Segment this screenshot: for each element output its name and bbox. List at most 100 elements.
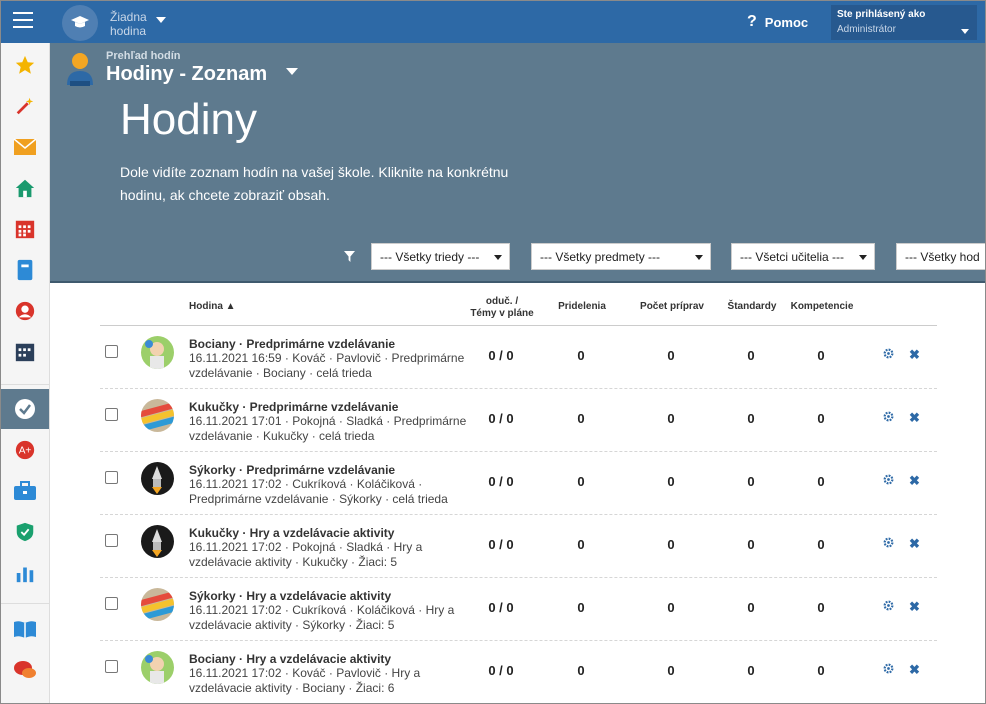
table-row[interactable]: Sýkorky · Predprimárne vzdelávanie 16.11.… [100,452,937,515]
cell-oduc: 0 / 0 [488,474,514,489]
user-menu[interactable]: Ste prihlásený ako Administrátor [831,5,977,40]
cell-kompetencie: 0 [817,600,825,615]
column-header-standardy: Štandardy [727,301,777,312]
open-book-icon [14,621,36,638]
class-avatar [141,588,174,621]
cell-pocet: 0 [667,411,675,426]
menu-icon[interactable] [13,12,33,28]
sidebar-item-favorites[interactable] [1,45,49,85]
cell-pridelenia: 0 [577,411,585,426]
bar-chart-icon [16,567,34,583]
gear-icon[interactable] [883,600,894,611]
sidebar-item-briefcase[interactable] [1,471,49,511]
class-avatar [141,336,174,369]
page-description: Dole vidíte zoznam hodín na vašej škole.… [120,164,509,203]
sidebar-item-messages[interactable] [1,127,49,167]
lesson-title[interactable]: Sýkorky · Hry a vzdelávacie aktivity [189,589,392,603]
sidebar-item-security[interactable] [1,512,49,552]
page-subtitle[interactable]: Hodiny - Zoznam [106,63,268,85]
header-divider [50,281,985,283]
cell-oduc: 0 / 0 [488,663,514,678]
class-filter-select[interactable]: --- Všetky triedy --- [371,243,510,270]
chevron-down-icon[interactable] [286,68,298,75]
column-header-pocet: Počet príprav [640,301,704,312]
sidebar-item-chat[interactable] [1,650,49,690]
envelope-icon [13,138,37,155]
column-header-kompetencie: Kompetencie [790,301,854,312]
close-icon[interactable]: ✖ [909,473,920,488]
close-icon[interactable]: ✖ [909,536,920,551]
gear-icon[interactable] [883,537,894,548]
column-header-hodina[interactable]: Hodina ▲ [189,301,236,312]
row-checkbox[interactable] [105,408,118,421]
sidebar-item-schedule[interactable] [1,332,49,372]
cell-kompetencie: 0 [817,537,825,552]
table-row[interactable]: Sýkorky · Hry a vzdelávacie aktivity 16.1… [100,578,937,641]
close-icon[interactable]: ✖ [909,662,920,677]
chevron-down-icon [961,29,969,34]
cell-kompetencie: 0 [817,348,825,363]
teacher-filter-select[interactable]: --- Všetci učitelia --- [731,243,875,270]
school-switcher[interactable]: Žiadna hodina [110,10,147,38]
gear-icon[interactable] [883,411,894,422]
help-link[interactable]: ? Pomoc [747,13,808,31]
lesson-title[interactable]: Sýkorky · Predprimárne vzdelávanie [189,463,396,477]
sidebar-item-stats[interactable] [1,553,49,593]
sidebar-item-library[interactable] [1,609,49,649]
row-checkbox[interactable] [105,597,118,610]
shield-check-icon [16,522,34,542]
gear-icon[interactable] [883,663,894,674]
gear-icon[interactable] [883,474,894,485]
class-avatar [141,462,174,495]
cell-oduc: 0 / 0 [488,537,514,552]
row-checkbox[interactable] [105,660,118,673]
sidebar-divider [1,603,49,604]
check-circle-icon [15,399,35,419]
sidebar-item-book[interactable] [1,250,49,290]
sidebar-item-lessons[interactable] [1,389,49,429]
breadcrumb[interactable]: Prehľad hodín [106,50,181,62]
star-icon [15,55,35,74]
subject-filter-select[interactable]: --- Všetky predmety --- [531,243,711,270]
alert-bubble-icon: A+ [15,440,35,460]
user-label: Ste prihlásený ako [837,9,926,20]
school-logo[interactable] [62,5,98,41]
teacher-avatar-icon [67,53,93,86]
class-avatar [141,651,174,684]
table-row[interactable]: Bociany · Hry a vzdelávacie aktivity 16.1… [100,641,937,703]
lesson-title[interactable]: Bociany · Predprimárne vzdelávanie [189,337,396,351]
teacher-filter-value: --- Všetci učitelia --- [740,250,845,264]
lesson-filter-select[interactable]: --- Všetky hod [896,243,985,270]
gear-icon[interactable] [883,348,894,359]
close-icon[interactable]: ✖ [909,599,920,614]
cell-pocet: 0 [667,348,675,363]
row-checkbox[interactable] [105,345,118,358]
lesson-title[interactable]: Bociany · Hry a vzdelávacie aktivity [189,652,392,666]
cell-pridelenia: 0 [577,348,585,363]
sidebar-item-wizard[interactable] [1,86,49,126]
cell-pocet: 0 [667,474,675,489]
lesson-details: 16.11.2021 17:02 · Pokojná · Sladká · Hr… [189,540,423,569]
row-checkbox[interactable] [105,534,118,547]
chevron-down-icon[interactable] [156,17,166,23]
column-header-pridelenia: Pridelenia [558,301,606,312]
sidebar-item-person[interactable] [1,291,49,331]
table-row[interactable]: Kukučky · Predprimárne vzdelávanie 16.11.… [100,389,937,452]
lesson-details: 16.11.2021 16:59 · Kováč · Pavlovič · Pr… [189,351,465,380]
table-row[interactable]: Bociany · Predprimárne vzdelávanie 16.11.… [100,326,937,389]
close-icon[interactable]: ✖ [909,347,920,362]
close-icon[interactable]: ✖ [909,410,920,425]
filter-icon [344,251,355,262]
lesson-details: 16.11.2021 17:01 · Pokojná · Sladká · Pr… [189,414,467,443]
row-checkbox[interactable] [105,471,118,484]
sidebar-item-calendar[interactable] [1,209,49,249]
chevron-down-icon [494,255,502,260]
lesson-title[interactable]: Kukučky · Predprimárne vzdelávanie [189,400,399,414]
question-icon: ? [747,13,757,30]
chat-icon [14,661,36,678]
sidebar-item-home[interactable] [1,168,49,208]
lesson-title[interactable]: Kukučky · Hry a vzdelávacie aktivity [189,526,395,540]
sidebar-item-alerts[interactable]: A+ [1,430,49,470]
table-row[interactable]: Kukučky · Hry a vzdelávacie aktivity 16.1… [100,515,937,578]
